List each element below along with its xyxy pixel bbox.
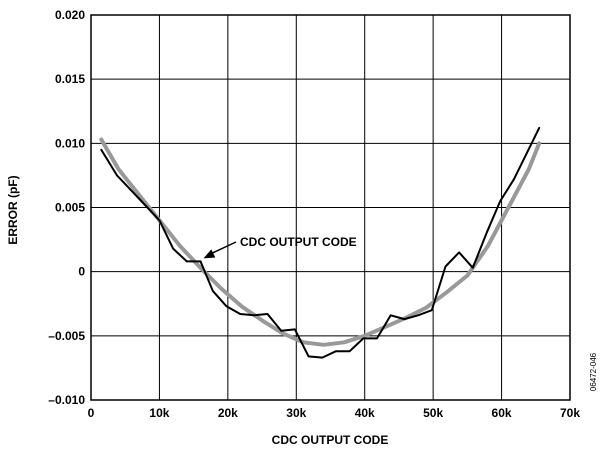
annotation-leader-line [211, 241, 237, 255]
y-tick-label: 0.020 [55, 8, 85, 22]
series-annotation: CDC OUTPUT CODE [203, 235, 357, 259]
annotation-label: CDC OUTPUT CODE [240, 235, 357, 249]
x-tick-label: 0 [88, 406, 95, 420]
x-tick-label: 40k [355, 406, 375, 420]
figure-id: 06472-046 [589, 352, 598, 391]
plot-frame [90, 14, 571, 401]
grid-lines [90, 14, 571, 401]
y-axis-title: ERROR (pF) [6, 175, 20, 244]
x-tick-labels: 0 10k 20k 30k 40k 50k 60k 70k [88, 406, 581, 420]
series-layer [99, 126, 542, 359]
x-tick-label: 60k [492, 406, 512, 420]
y-tick-labels: –0.010 –0.005 0 0.005 0.010 0.015 0.020 [48, 8, 85, 407]
x-tick-label: 20k [218, 406, 238, 420]
y-tick-label: 0 [78, 265, 85, 279]
x-tick-label: 50k [423, 406, 443, 420]
x-axis-title: CDC OUTPUT CODE [272, 433, 389, 447]
y-tick-label: –0.010 [48, 393, 85, 407]
x-tick-label: 10k [149, 406, 169, 420]
series-line-measured [100, 126, 541, 359]
y-tick-label: 0.015 [55, 72, 85, 86]
x-tick-label: 30k [286, 406, 306, 420]
y-tick-label: 0.005 [55, 201, 85, 215]
y-tick-label: –0.005 [48, 329, 85, 343]
annotation-arrowhead [203, 249, 216, 259]
x-tick-label: 70k [560, 406, 580, 420]
y-tick-label: 0.010 [55, 136, 85, 150]
